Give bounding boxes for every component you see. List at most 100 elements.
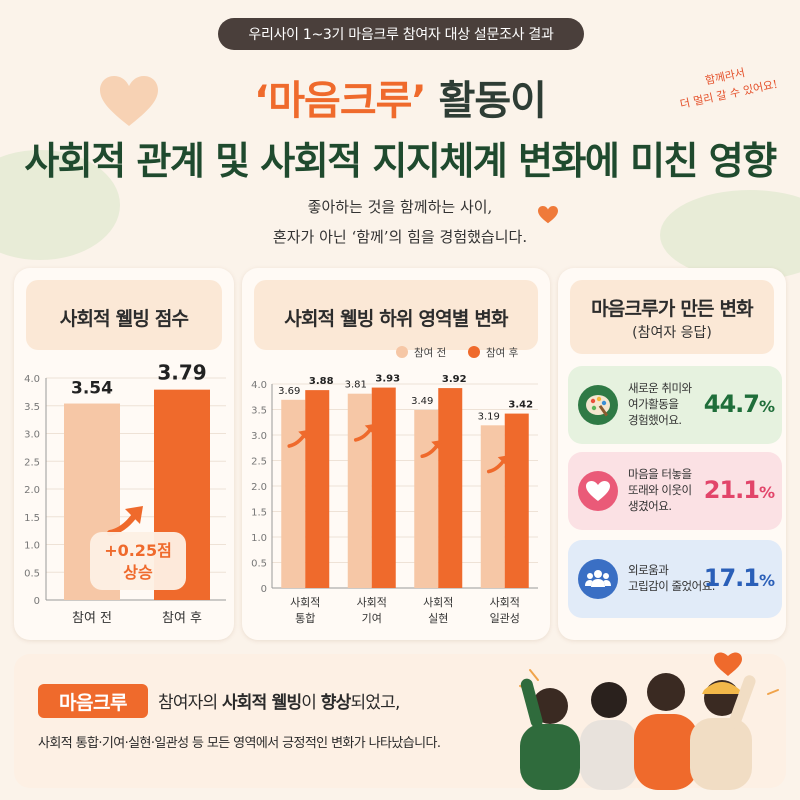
arrow-head	[125, 506, 143, 524]
stat-unit: %	[758, 397, 775, 416]
data-label: 3.42	[508, 400, 533, 411]
bar	[480, 425, 505, 588]
heart-icon	[578, 471, 618, 511]
stat-text: 새로운 취미와 여가활동을 경험했어요.	[628, 380, 724, 428]
bar	[281, 399, 306, 588]
legend-swatch-after	[468, 346, 480, 358]
summary-emphasis: 향상	[320, 693, 351, 713]
stat-text-line1: 마음을 터놓을	[628, 467, 692, 481]
stat-text-line2: 여가활동을	[628, 397, 679, 411]
data-label: 3.54	[71, 379, 113, 399]
x-tick-label: 참여 전	[72, 611, 112, 626]
legend-label-before: 참여 전	[414, 347, 446, 359]
brand-tag: 마음크루	[38, 684, 148, 718]
y-tick-label: 2.5	[24, 457, 40, 468]
increase-arrow-icon	[353, 423, 376, 442]
y-tick-label: 2.0	[24, 485, 40, 496]
stat-text: 외로움과 고립감이 줄었어요.	[628, 562, 724, 594]
legend-swatch-before	[396, 346, 408, 358]
stat-text-line1: 새로운 취미와	[628, 381, 692, 395]
y-tick-label: 1.5	[251, 508, 267, 519]
data-label: 3.19	[478, 411, 500, 422]
y-tick-label: 0	[261, 584, 267, 595]
increase-label: 상승	[123, 563, 153, 582]
subdomain-bar-chart: 참여 전 참여 후 0 0.5 1.0 1.5 2.0 2.5 3.0 3.5 4.0 3.69 3.8…	[251, 346, 538, 625]
title-rest: 활동이	[438, 78, 547, 124]
increase-label: +0.25점	[104, 541, 172, 560]
panel-social-wellbeing-score: 사회적 웰빙 점수 0 0.5 1.0 1.5 2.0 2.5 3.0 3.5 4.0 3.54 참…	[14, 268, 234, 640]
y-tick-label: 3.0	[251, 431, 267, 442]
stat-card-hobby: 새로운 취미와 여가활동을 경험했어요. 44.7%	[568, 366, 782, 444]
data-label: 3.79	[157, 361, 206, 385]
bar	[347, 393, 372, 588]
stat-value: 17.1%	[703, 564, 775, 592]
panel-title: 사회적 웰빙 하위 영역별 변화	[284, 308, 508, 330]
y-tick-label: 0	[34, 596, 40, 607]
panel-header: 마음크루가 만든 변화 (참여자 응답)	[570, 280, 774, 354]
stat-unit: %	[758, 571, 775, 590]
data-label: 3.88	[309, 376, 334, 387]
y-tick-label: 4.0	[251, 380, 267, 391]
bar	[414, 410, 439, 588]
y-tick-label: 1.0	[24, 541, 40, 552]
data-label: 3.93	[375, 374, 400, 385]
page-title-line2: 사회적 관계 및 사회적 지지체계 변화에 미친 영향	[24, 139, 777, 183]
x-tick-label: 실현	[428, 612, 448, 625]
bar	[504, 413, 529, 588]
y-tick-label: 0.5	[24, 568, 40, 579]
summary-line2: 사회적 통합·기여·실현·일관성 등 모든 영역에서 긍정적인 변화가 나타났습…	[38, 736, 441, 751]
panel-header: 사회적 웰빙 하위 영역별 변화	[254, 280, 538, 350]
heart-decoration-right	[538, 206, 558, 224]
stat-value: 44.7%	[703, 390, 775, 418]
increase-bubble	[90, 532, 186, 590]
y-tick-label: 4.0	[24, 374, 40, 385]
x-tick-label: 기여	[362, 612, 382, 625]
arrow-head	[364, 423, 376, 435]
x-tick-label: 사회적	[490, 596, 520, 609]
stat-value: 21.1%	[704, 476, 775, 504]
panel-subdomain-change: 사회적 웰빙 하위 영역별 변화 참여 전 참여 후 0 0.5 1.0 1.5 2.0 2.…	[242, 268, 550, 640]
stat-unit: %	[758, 483, 775, 502]
summary-emphasis: 사회적 웰빙	[221, 693, 302, 713]
arrow-head	[431, 440, 443, 451]
subtitle-line1: 좋아하는 것을 함께하는 사이,	[307, 198, 493, 216]
x-tick-label: 사회적	[357, 596, 387, 609]
summary-text: 되었고,	[350, 693, 400, 713]
x-tick-label: 통합	[295, 612, 315, 625]
subtitle-line2: 혼자가 아닌 ‘함께’의 힘을 경험했습니다.	[272, 228, 528, 246]
bar	[371, 387, 396, 588]
summary-line1: 참여자의 사회적 웰빙이 향상되었고,	[158, 688, 400, 713]
x-tick-label: 사회적	[290, 596, 320, 609]
increase-arrow-icon	[420, 440, 443, 459]
stat-number: 17.1	[703, 564, 760, 592]
stat-number: 44.7	[703, 390, 760, 418]
panel-title: 마음크루가 만든 변화	[591, 298, 754, 320]
subtitle: 좋아하는 것을 함께하는 사이, 혼자가 아닌 ‘함께’의 힘을 경험했습니다.	[0, 192, 800, 252]
background-blob-right	[660, 190, 800, 280]
data-label: 3.81	[345, 380, 367, 391]
title-accent: ‘마음크루’	[254, 78, 427, 124]
y-tick-label: 3.5	[24, 402, 40, 413]
data-label: 3.69	[278, 386, 300, 397]
stat-text: 마음을 터놓을 또래와 이웃이 생겼어요.	[628, 466, 724, 514]
panel-subtitle: (참여자 응답)	[632, 325, 712, 341]
page-title-line1: ‘마음크루’ 활동이	[0, 68, 800, 126]
stat-text-line2: 고립감이 줄었어요.	[628, 579, 715, 593]
increase-arrow-icon	[287, 429, 310, 448]
data-label: 3.92	[442, 374, 467, 385]
y-tick-label: 1.0	[251, 533, 267, 544]
bar	[305, 390, 330, 588]
summary-text: 이	[301, 693, 321, 713]
y-tick-label: 2.5	[251, 457, 267, 468]
panel-header: 사회적 웰빙 점수	[26, 280, 222, 350]
y-tick-label: 1.5	[24, 513, 40, 524]
stat-card-loneliness: 외로움과 고립감이 줄었어요. 17.1%	[568, 540, 782, 618]
stat-text-line3: 생겼어요.	[628, 499, 672, 513]
heart-decoration-left	[100, 76, 158, 126]
stat-text-line3: 경험했어요.	[628, 413, 682, 427]
survey-badge: 우리사이 1~3기 마음크루 참여자 대상 설문조사 결과	[218, 18, 584, 50]
legend-label-after: 참여 후	[486, 347, 519, 359]
increase-arrow-icon	[486, 455, 509, 474]
y-tick-label: 3.5	[251, 406, 267, 417]
x-tick-label: 참여 후	[162, 611, 202, 626]
